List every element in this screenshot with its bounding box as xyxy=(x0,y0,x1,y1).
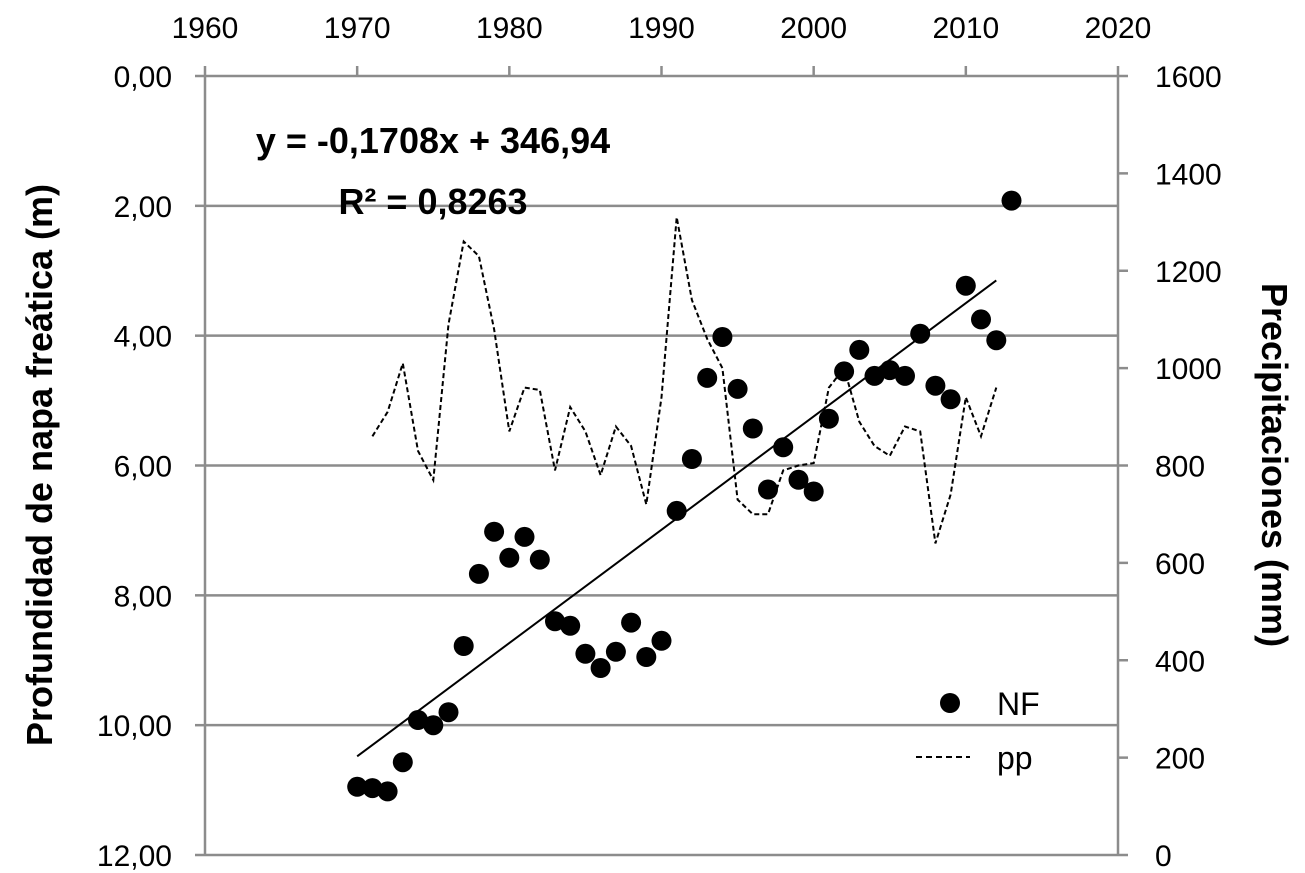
nf-point xyxy=(453,636,474,656)
y2-axis-title: Precipitaciones (mm) xyxy=(1254,283,1295,647)
nf-series xyxy=(347,190,1022,802)
legend-marker-nf xyxy=(940,693,960,713)
y2-tick-label: 0 xyxy=(1155,840,1172,873)
nf-point xyxy=(818,408,839,429)
y2-tick-label: 1000 xyxy=(1155,353,1222,386)
nf-point xyxy=(514,526,535,547)
nf-point xyxy=(377,781,398,802)
nf-point xyxy=(955,275,976,296)
pp-line xyxy=(371,217,998,544)
y-axis-ticks: 0,00 2,00 4,00 6,00 8,00 10,00 12,00 xyxy=(97,61,205,873)
x-axis-ticks: 1960 1970 1980 1990 2000 2010 2020 xyxy=(172,12,1152,76)
x-tick-label: 1990 xyxy=(628,12,695,45)
nf-point xyxy=(560,615,581,636)
x-tick-label: 1980 xyxy=(476,12,543,45)
y-tick-label: 2,00 xyxy=(114,191,172,224)
nf-point xyxy=(621,612,642,633)
nf-point xyxy=(910,323,931,344)
nf-point xyxy=(468,563,489,584)
nf-point xyxy=(545,611,565,632)
x-tick-label: 2000 xyxy=(780,12,847,45)
nf-point xyxy=(849,339,870,360)
pp-series xyxy=(371,217,998,544)
y2-tick-label: 600 xyxy=(1155,548,1205,581)
grid-lines xyxy=(205,204,1118,727)
nf-point xyxy=(925,375,946,396)
nf-point xyxy=(392,752,413,773)
nf-point xyxy=(499,547,520,568)
nf-point xyxy=(788,469,809,490)
y2-tick-label: 800 xyxy=(1155,451,1205,484)
y-tick-label: 0,00 xyxy=(114,61,172,94)
nf-point xyxy=(438,702,459,723)
y-axis-title: Profundidad de napa freática (m) xyxy=(19,184,60,746)
nf-point xyxy=(803,481,824,502)
nf-point xyxy=(895,365,915,386)
nf-point xyxy=(575,643,596,664)
legend: NF pp xyxy=(916,686,1040,776)
nf-point xyxy=(742,418,763,439)
nf-point xyxy=(727,378,748,399)
nf-point xyxy=(940,389,961,410)
r-squared: R² = 0,8263 xyxy=(338,181,527,222)
nf-point xyxy=(758,479,778,500)
nf-point xyxy=(362,778,383,799)
legend-label-pp: pp xyxy=(997,740,1033,776)
nf-point xyxy=(408,710,428,730)
y2-axis-ticks: 0 200 400 600 800 1000 1200 1400 1600 xyxy=(1118,61,1222,873)
y-tick-label: 4,00 xyxy=(114,321,172,354)
nf-point xyxy=(347,776,368,797)
nf-point xyxy=(697,367,718,388)
y2-tick-label: 400 xyxy=(1155,645,1205,678)
y-tick-label: 12,00 xyxy=(97,840,172,873)
nf-point xyxy=(529,549,550,570)
y-tick-label: 10,00 xyxy=(97,710,172,743)
nf-point xyxy=(864,365,885,386)
legend-label-nf: NF xyxy=(997,686,1040,722)
nf-point xyxy=(879,360,900,381)
nf-point xyxy=(1001,190,1022,211)
y2-tick-label: 1200 xyxy=(1155,256,1222,289)
nf-point xyxy=(636,647,657,667)
nf-point xyxy=(590,658,611,678)
y2-tick-label: 1400 xyxy=(1155,158,1222,191)
y2-tick-label: 200 xyxy=(1155,743,1205,776)
nf-point xyxy=(971,309,991,330)
x-tick-label: 2020 xyxy=(1085,12,1152,45)
nf-point xyxy=(484,521,505,542)
nf-point xyxy=(834,361,855,382)
x-tick-label: 2010 xyxy=(932,12,999,45)
nf-point xyxy=(712,327,733,347)
nf-point xyxy=(666,500,687,521)
y-tick-label: 6,00 xyxy=(114,451,172,484)
nf-point xyxy=(986,330,1007,351)
trend-equation: y = -0,1708x + 346,94 xyxy=(256,120,610,161)
nf-point xyxy=(605,641,626,662)
nf-point xyxy=(423,715,444,736)
x-tick-label: 1960 xyxy=(172,12,239,45)
nf-point xyxy=(651,630,672,651)
nf-point xyxy=(773,437,794,458)
x-tick-label: 1970 xyxy=(324,12,391,45)
nf-point xyxy=(681,449,702,469)
y-tick-label: 8,00 xyxy=(114,580,172,613)
y2-tick-label: 1600 xyxy=(1155,61,1222,94)
